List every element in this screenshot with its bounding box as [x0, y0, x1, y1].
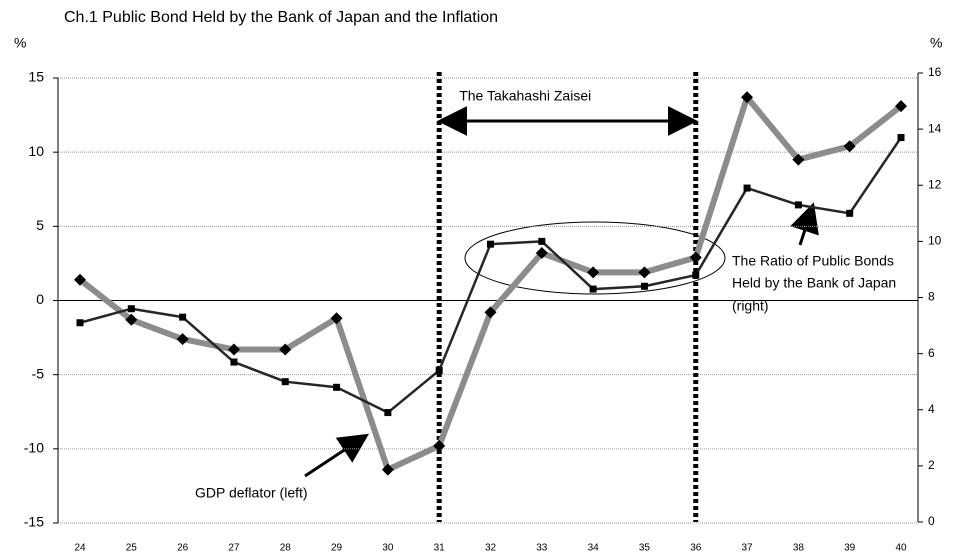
data-point: [589, 285, 597, 293]
data-point: [487, 240, 494, 248]
data-point: [76, 319, 84, 327]
data-point: [484, 306, 497, 319]
data-point: [794, 201, 802, 209]
y2-tick-label: 16: [928, 65, 942, 79]
data-point: [125, 313, 138, 326]
data-point: [689, 251, 702, 264]
x-tick-label: 26: [177, 543, 189, 554]
series-label: (right): [732, 298, 769, 314]
data-point: [895, 100, 907, 113]
data-point: [587, 266, 600, 279]
x-tick-label: 32: [485, 543, 497, 554]
data-point: [538, 237, 546, 245]
period-label: The Takahashi Zaisei: [459, 88, 591, 104]
data-point: [792, 153, 805, 166]
y-axis-label: %: [14, 35, 26, 51]
data-point: [330, 312, 343, 325]
x-tick-label: 27: [228, 543, 240, 554]
y2-tick-label: 12: [928, 177, 942, 191]
y2-tick-label: 6: [928, 346, 935, 360]
y-tick-label: 15: [28, 69, 44, 85]
data-point: [127, 305, 135, 313]
y2-tick-label: 0: [928, 514, 935, 528]
y-tick-label: 10: [28, 143, 44, 159]
x-tick-label: 36: [690, 543, 702, 554]
data-point: [435, 366, 443, 374]
data-point: [692, 271, 700, 279]
y2-tick-label: 14: [928, 121, 942, 135]
data-point: [74, 273, 86, 286]
data-point: [743, 184, 751, 192]
y-tick-label: -10: [24, 440, 44, 456]
data-point: [843, 140, 856, 153]
data-point: [384, 409, 392, 417]
x-tick-label: 30: [382, 543, 394, 554]
data-point: [433, 439, 446, 452]
x-tick-label: 31: [434, 543, 446, 554]
series-label: GDP deflator (left): [195, 485, 308, 501]
series-label: The Ratio of Public Bonds: [732, 253, 894, 269]
data-point: [381, 463, 394, 476]
data-point: [227, 343, 240, 356]
y-tick-label: 0: [36, 291, 44, 307]
data-point: [230, 358, 238, 366]
data-point: [176, 333, 189, 346]
arrow: [304, 433, 370, 478]
data-point: [535, 247, 548, 260]
y2-tick-label: 4: [928, 402, 935, 416]
x-tick-label: 35: [639, 543, 651, 554]
x-tick-label: 37: [742, 543, 754, 554]
y2-tick-label: 10: [928, 234, 942, 248]
chart-title: Ch.1 Public Bond Held by the Bank of Jap…: [64, 9, 498, 26]
x-tick-label: 38: [793, 543, 805, 554]
data-point: [333, 383, 341, 391]
y-tick-label: 5: [36, 217, 44, 233]
data-point: [741, 91, 754, 104]
data-point: [638, 266, 651, 279]
series-label: Held by the Bank of Japan: [732, 275, 896, 291]
x-tick-label: 39: [844, 543, 856, 554]
data-point: [640, 282, 648, 290]
data-point: [281, 378, 289, 386]
data-point: [897, 134, 905, 142]
y2-tick-label: 2: [928, 458, 935, 472]
x-tick-label: 29: [331, 543, 343, 554]
x-tick-label: 34: [588, 543, 600, 554]
x-tick-label: 33: [536, 543, 548, 554]
data-point: [179, 313, 187, 321]
x-tick-label: 28: [280, 543, 292, 554]
data-point: [279, 343, 292, 356]
y2-tick-label: 8: [928, 290, 935, 304]
x-tick-label: 24: [74, 543, 86, 554]
x-tick-label: 25: [126, 543, 138, 554]
highlight-ellipse: [464, 221, 726, 295]
y-tick-label: -15: [24, 514, 44, 530]
data-point: [846, 209, 854, 217]
x-tick-label: 40: [895, 543, 907, 554]
y-tick-label: -5: [32, 365, 45, 381]
y2-axis-label: %: [930, 35, 942, 51]
